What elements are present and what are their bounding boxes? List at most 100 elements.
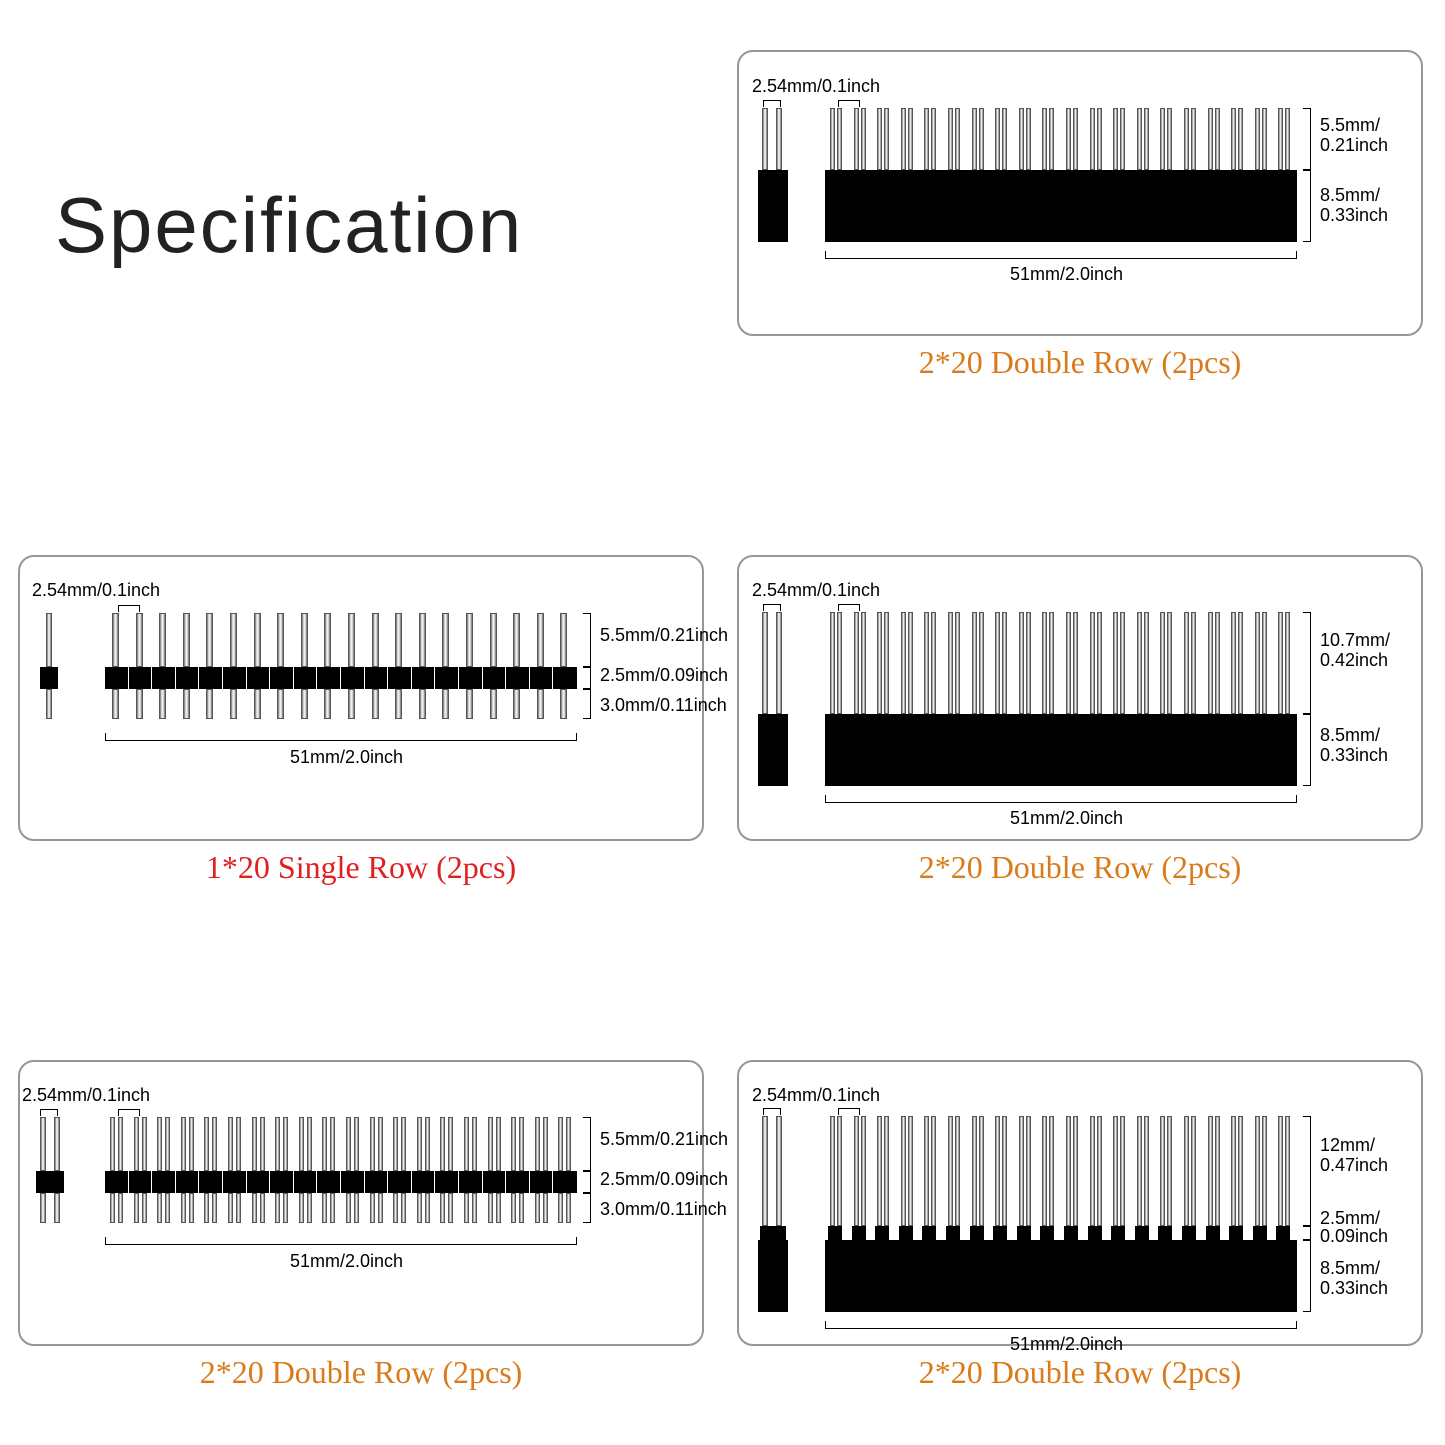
pin (1120, 1116, 1125, 1226)
notch (993, 1226, 1007, 1240)
body-sep (434, 667, 435, 689)
pin (1160, 108, 1165, 170)
length-label: 51mm/2.0inch (290, 747, 403, 769)
body-sep (482, 1171, 483, 1193)
pin (1262, 108, 1267, 170)
pin (1238, 108, 1243, 170)
body-sep (482, 667, 483, 689)
body-sep (198, 1171, 199, 1193)
pin (299, 1193, 304, 1223)
dim1-in: 0.21inch (1320, 135, 1388, 157)
dim-notch-bracket (1310, 1226, 1311, 1240)
pin (142, 1117, 147, 1171)
notch (828, 1226, 842, 1240)
pin (979, 1116, 984, 1226)
pin (837, 1116, 842, 1226)
caption-mid-left: 1*20 Single Row (2pcs) (18, 849, 704, 886)
pin (884, 108, 889, 170)
pin (979, 612, 984, 714)
body-sep (175, 1171, 176, 1193)
length-bracket (825, 802, 1297, 803)
dim2-in: 0.09inch (1320, 1226, 1388, 1248)
pin (924, 1116, 929, 1226)
pin (189, 1193, 194, 1223)
pitch-label: 2.54mm/0.1inch (752, 76, 880, 98)
pin (110, 1193, 115, 1223)
pin (442, 613, 449, 667)
length-label: 51mm/2.0inch (1010, 1334, 1123, 1356)
pin (254, 613, 261, 667)
pin (307, 1193, 312, 1223)
pin (488, 1117, 493, 1171)
dim3-mm: 8.5mm/ (1320, 1258, 1380, 1280)
pin (1191, 1116, 1196, 1226)
pin (1090, 1116, 1095, 1226)
pin (1066, 612, 1071, 714)
pin (322, 1193, 327, 1223)
pin (212, 1117, 217, 1171)
pin (118, 1193, 123, 1223)
pin (1002, 612, 1007, 714)
pin (134, 1117, 139, 1171)
pin (1137, 612, 1142, 714)
pin (425, 1117, 430, 1171)
caption-mid-right: 2*20 Double Row (2pcs) (737, 849, 1423, 886)
pin (884, 612, 889, 714)
pin (330, 1117, 335, 1171)
pin (924, 108, 929, 170)
notch (875, 1226, 889, 1240)
sv-pin1b (40, 1193, 46, 1223)
pin (535, 1193, 540, 1223)
pin (159, 689, 166, 719)
dim2-mm: 8.5mm/ (1320, 725, 1380, 747)
pin (948, 108, 953, 170)
sv-pin2 (776, 1116, 782, 1226)
pin (236, 1193, 241, 1223)
dim2-mm: 8.5mm/ (1320, 185, 1380, 207)
pin (837, 612, 842, 714)
dim2-in: 0.33inch (1320, 745, 1388, 767)
body-sep (364, 667, 365, 689)
pitch-bracket (838, 1108, 860, 1109)
pin (1137, 108, 1142, 170)
pin (204, 1193, 209, 1223)
pin (466, 613, 473, 667)
pin (1278, 1116, 1283, 1226)
notch (1017, 1226, 1031, 1240)
pin (1113, 612, 1118, 714)
pin (948, 612, 953, 714)
sv-pin-b (46, 689, 52, 719)
pin (908, 108, 913, 170)
pin (884, 1116, 889, 1226)
pin (1019, 108, 1024, 170)
pin (142, 1193, 147, 1223)
notch (1111, 1226, 1125, 1240)
pitch-bracket-sv (40, 1109, 58, 1110)
pin (1066, 108, 1071, 170)
pin (1002, 108, 1007, 170)
sv-pin2 (776, 612, 782, 714)
body-sep (222, 667, 223, 689)
pin (472, 1193, 477, 1223)
notch (922, 1226, 936, 1240)
pin (511, 1193, 516, 1223)
length-label: 51mm/2.0inch (1010, 808, 1123, 830)
pin (1160, 1116, 1165, 1226)
sv-pin2 (776, 108, 782, 170)
pin (519, 1193, 524, 1223)
pin (1049, 108, 1054, 170)
dim1: 5.5mm/0.21inch (600, 625, 728, 647)
caption-bot-right: 2*20 Double Row (2pcs) (737, 1354, 1423, 1391)
body-sep (552, 1171, 553, 1193)
length-label: 51mm/2.0inch (1010, 264, 1123, 286)
body-sep (151, 1171, 152, 1193)
body-sep (529, 667, 530, 689)
pin (1019, 612, 1024, 714)
pin (228, 1117, 233, 1171)
dim1-mm: 10.7mm/ (1320, 630, 1390, 652)
pin (513, 689, 520, 719)
pin (440, 1193, 445, 1223)
pin (861, 612, 866, 714)
sv-pin2b (54, 1193, 60, 1223)
body-sep (293, 667, 294, 689)
